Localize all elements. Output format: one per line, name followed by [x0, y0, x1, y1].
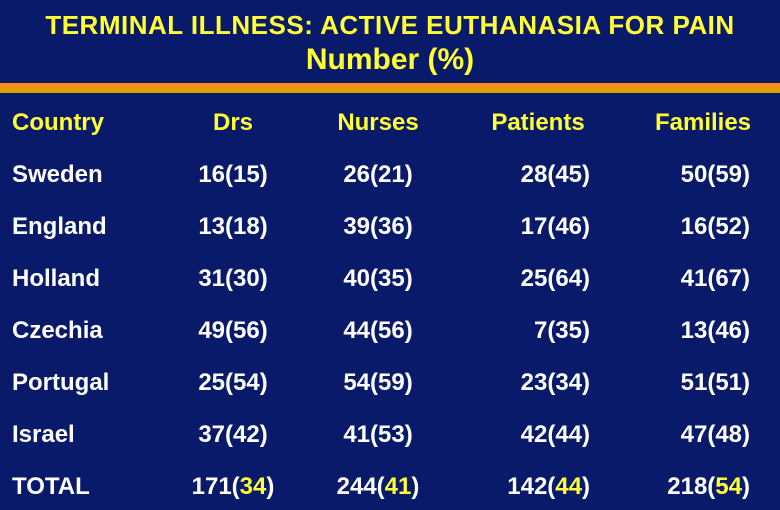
cell-country: Portugal	[0, 357, 160, 409]
cell-patients: 28(45)	[450, 149, 620, 201]
table-row: Sweden16(15)26(21)28(45)50(59)	[0, 149, 780, 201]
cell-patients: 42(44)	[450, 409, 620, 461]
table-row: Portugal25(54)54(59)23(34)51(51)	[0, 357, 780, 409]
col-nurses: Nurses	[300, 97, 450, 149]
title-line2: Number (%)	[0, 43, 780, 77]
cell-drs: 49(56)	[160, 305, 300, 357]
cell-nurses: 41(53)	[300, 409, 450, 461]
cell-drs: 31(30)	[160, 253, 300, 305]
cell-patients: 23(34)	[450, 357, 620, 409]
cell-nurses: 40(35)	[300, 253, 450, 305]
cell-patients: 17(46)	[450, 201, 620, 253]
cell-nurses: 26(21)	[300, 149, 450, 201]
divider-bottom-stripe	[0, 88, 780, 93]
cell-total-nurses: 244(41)	[300, 461, 450, 510]
cell-total-drs: 171(34)	[160, 461, 300, 510]
cell-drs: 16(15)	[160, 149, 300, 201]
cell-country: Israel	[0, 409, 160, 461]
cell-families: 50(59)	[620, 149, 780, 201]
cell-total-patients: 142(44)	[450, 461, 620, 510]
cell-nurses: 54(59)	[300, 357, 450, 409]
cell-families: 41(67)	[620, 253, 780, 305]
cell-families: 51(51)	[620, 357, 780, 409]
slide: TERMINAL ILLNESS: ACTIVE EUTHANASIA FOR …	[0, 0, 780, 510]
cell-nurses: 44(56)	[300, 305, 450, 357]
data-table: Country Drs Nurses Patients Families Swe…	[0, 97, 780, 510]
table-total-row: TOTAL171(34)244(41)142(44)218(54)	[0, 461, 780, 510]
cell-country: Holland	[0, 253, 160, 305]
cell-drs: 37(42)	[160, 409, 300, 461]
cell-country: Czechia	[0, 305, 160, 357]
col-country: Country	[0, 97, 160, 149]
table-row: Czechia49(56)44(56)7(35)13(46)	[0, 305, 780, 357]
title-block: TERMINAL ILLNESS: ACTIVE EUTHANASIA FOR …	[0, 0, 780, 83]
table-header-row: Country Drs Nurses Patients Families	[0, 97, 780, 149]
cell-patients: 25(64)	[450, 253, 620, 305]
cell-families: 47(48)	[620, 409, 780, 461]
cell-total-label: TOTAL	[0, 461, 160, 510]
cell-country: Sweden	[0, 149, 160, 201]
col-drs: Drs	[160, 97, 300, 149]
cell-families: 16(52)	[620, 201, 780, 253]
cell-drs: 25(54)	[160, 357, 300, 409]
divider	[0, 83, 780, 93]
col-families: Families	[620, 97, 780, 149]
table-row: Holland31(30)40(35)25(64)41(67)	[0, 253, 780, 305]
title-line1: TERMINAL ILLNESS: ACTIVE EUTHANASIA FOR …	[0, 10, 780, 41]
cell-patients: 7(35)	[450, 305, 620, 357]
cell-drs: 13(18)	[160, 201, 300, 253]
table-body: Sweden16(15)26(21)28(45)50(59)England13(…	[0, 149, 780, 510]
cell-country: England	[0, 201, 160, 253]
table-row: Israel37(42)41(53)42(44)47(48)	[0, 409, 780, 461]
cell-nurses: 39(36)	[300, 201, 450, 253]
table-row: England13(18)39(36)17(46)16(52)	[0, 201, 780, 253]
cell-families: 13(46)	[620, 305, 780, 357]
cell-total-families: 218(54)	[620, 461, 780, 510]
col-patients: Patients	[450, 97, 620, 149]
